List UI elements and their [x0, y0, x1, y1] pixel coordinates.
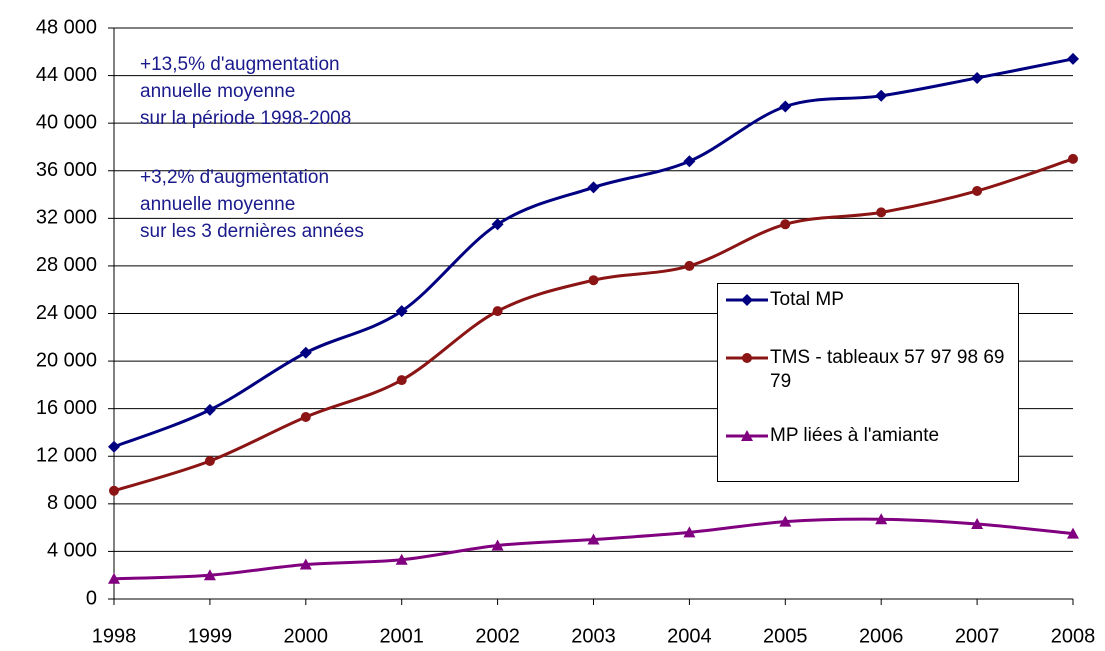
x-tick-label: 2007 [955, 625, 1000, 647]
marker [741, 294, 753, 306]
y-tick-label: 0 [86, 587, 97, 609]
y-tick-label: 48 000 [36, 16, 97, 38]
y-tick-label: 32 000 [36, 207, 97, 229]
marker [395, 553, 408, 565]
marker [875, 513, 888, 525]
legend-label: TMS - tableaux 57 97 98 69 79 [770, 347, 1005, 392]
y-tick-label: 20 000 [36, 349, 97, 371]
marker [972, 185, 983, 196]
x-tick-label: 2001 [379, 625, 424, 647]
marker [779, 100, 792, 113]
marker [109, 485, 119, 496]
annotation: +3,2% d'augmentation [140, 167, 329, 188]
legend: Total MP TMS - tableaux 57 97 98 69 79 MP … [717, 283, 1019, 482]
legend-label: MP liées à l'amiante [770, 425, 940, 446]
marker [587, 533, 600, 545]
x-tick-label: 2005 [763, 625, 808, 647]
y-tick-label: 12 000 [36, 445, 97, 467]
legend-entry: MP liées à l'amiante [724, 424, 1010, 448]
annotation: sur les 3 dernières années [140, 221, 364, 242]
x-tick-label: 2008 [1051, 625, 1096, 647]
annotation: annuelle moyenne [140, 194, 295, 215]
x-tick-label: 1999 [188, 625, 233, 647]
series-line [113, 57, 1074, 449]
series-line [113, 517, 1074, 581]
marker [491, 218, 504, 231]
marker [492, 306, 503, 317]
legend-swatch [726, 294, 768, 306]
x-tick-label: 2003 [571, 625, 616, 647]
legend-swatch [726, 430, 768, 441]
marker [204, 456, 215, 467]
marker [780, 219, 791, 230]
marker [1067, 527, 1079, 539]
annotation: +13,5% d'augmentation [140, 54, 340, 75]
marker [299, 558, 312, 570]
legend-entry: Total MP [724, 288, 1010, 312]
y-tick-label: 8 000 [47, 492, 97, 514]
marker [971, 518, 984, 530]
marker [684, 260, 695, 271]
marker [971, 71, 984, 84]
y-tick-label: 24 000 [36, 302, 97, 324]
marker [779, 515, 792, 527]
annotation: sur la période 1998-2008 [140, 108, 351, 129]
y-tick-label: 4 000 [47, 540, 97, 562]
marker [203, 403, 216, 416]
x-tick-label: 2006 [859, 625, 904, 647]
marker [395, 305, 408, 318]
legend-swatch [726, 353, 768, 363]
marker [683, 155, 696, 168]
y-tick-label: 36 000 [36, 159, 97, 181]
marker [396, 375, 407, 386]
marker [588, 275, 599, 286]
y-tick-label: 16 000 [36, 397, 97, 419]
marker [108, 572, 120, 584]
marker [683, 526, 696, 538]
marker [203, 569, 216, 581]
marker [1068, 153, 1078, 164]
y-tick-label: 44 000 [36, 64, 97, 86]
legend-label: Total MP [770, 289, 844, 310]
x-tick-label: 1998 [92, 625, 137, 647]
marker [108, 440, 120, 453]
x-tick-label: 2002 [475, 625, 520, 647]
annotation: annuelle moyenne [140, 81, 295, 102]
x-tick-label: 2000 [284, 625, 329, 647]
x-tick-label: 2004 [667, 625, 712, 647]
legend-entry: TMS - tableaux 57 97 98 69 79 [724, 346, 1010, 394]
marker [1067, 52, 1079, 65]
marker [742, 353, 752, 363]
marker [300, 411, 311, 422]
marker [299, 346, 312, 359]
marker [491, 539, 504, 551]
y-tick-label: 40 000 [36, 111, 97, 133]
marker [876, 207, 887, 218]
marker [741, 430, 753, 441]
marker [875, 89, 888, 102]
y-tick-label: 28 000 [36, 254, 97, 276]
marker [587, 181, 600, 194]
